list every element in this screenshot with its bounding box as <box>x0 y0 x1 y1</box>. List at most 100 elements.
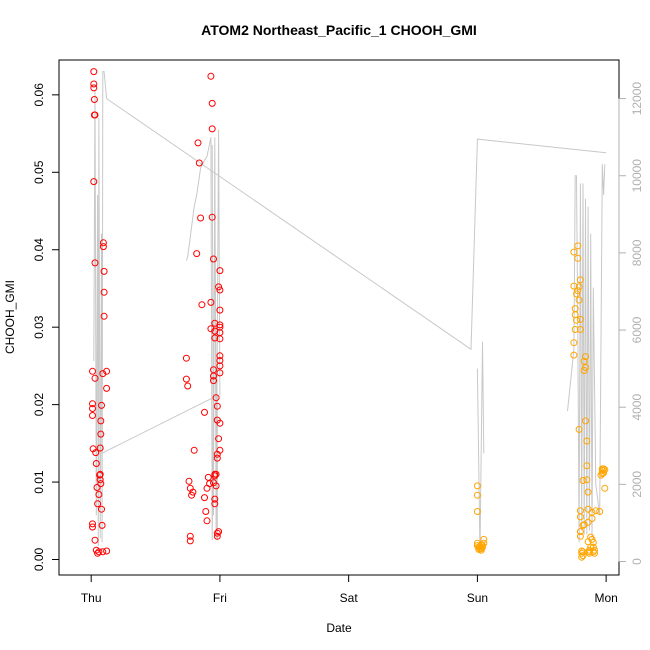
data-point <box>90 80 98 88</box>
data-point <box>89 400 96 408</box>
data-point <box>210 372 217 380</box>
data-point <box>588 508 596 516</box>
data-point <box>97 417 105 425</box>
data-point <box>574 254 582 262</box>
data-point <box>216 362 224 370</box>
y2-tick-label: 0 <box>630 558 644 565</box>
data-point <box>103 367 111 375</box>
data-point <box>473 482 481 490</box>
x-tick-label: Sun <box>467 591 488 605</box>
data-point <box>480 539 488 547</box>
y-tick-label: 0.05 <box>32 160 46 184</box>
data-point <box>103 547 111 555</box>
data-point <box>208 213 216 221</box>
x-axis: Thu Fri Sat Sun Mon <box>81 574 618 605</box>
data-point <box>210 377 217 385</box>
data-point <box>582 353 589 361</box>
data-point <box>90 84 98 92</box>
data-point <box>207 72 215 80</box>
data-point <box>211 495 219 503</box>
data-point <box>90 96 98 103</box>
y2-tick-label: 10000 <box>630 159 644 193</box>
data-point <box>90 68 98 76</box>
data-point <box>216 419 224 427</box>
data-point <box>579 521 587 529</box>
data-point <box>216 369 224 377</box>
altitude-line-segment <box>476 341 485 554</box>
data-point <box>100 312 108 320</box>
data-point <box>208 125 216 133</box>
data-point <box>579 552 587 560</box>
altitude-line-layer <box>93 71 607 554</box>
data-point <box>188 491 196 499</box>
data-point <box>211 500 219 508</box>
y-axis-label: CHOOH_GMI <box>3 280 17 354</box>
data-point <box>186 537 194 545</box>
y-tick-label: 0.04 <box>32 238 46 262</box>
y-axis: 0.00 0.01 0.02 0.03 0.04 0.05 0.06 <box>32 83 60 571</box>
data-point <box>216 352 224 360</box>
data-point <box>570 339 578 347</box>
data-point <box>99 370 107 378</box>
data-point <box>216 357 224 364</box>
data-point <box>570 351 578 359</box>
data-point <box>570 282 578 290</box>
data-point <box>194 139 202 147</box>
data-point <box>211 334 219 342</box>
y-tick-label: 0.00 <box>32 547 46 571</box>
data-point <box>190 446 198 454</box>
chart-title: ATOM2 Northeast_Pacific_1 CHOOH_GMI <box>201 22 477 38</box>
data-point <box>185 477 193 485</box>
data-point <box>571 326 579 333</box>
data-point <box>189 488 197 496</box>
data-point <box>573 316 580 324</box>
data-point <box>94 500 102 508</box>
data-point <box>213 454 221 462</box>
data-point <box>584 505 592 513</box>
y2-axis: 0 2000 4000 6000 8000 10000 12000 <box>618 82 644 565</box>
data-point <box>213 532 221 540</box>
data-point <box>576 532 584 540</box>
y2-tick-label: 6000 <box>630 316 644 343</box>
data-point <box>91 374 99 382</box>
data-point <box>215 435 223 443</box>
data-point <box>208 99 216 107</box>
data-point <box>99 548 107 556</box>
data-point <box>95 491 103 498</box>
data-point <box>182 354 190 362</box>
data-point <box>601 484 609 492</box>
data-point <box>589 548 597 556</box>
data-point <box>576 507 584 515</box>
data-point <box>216 267 224 275</box>
data-point <box>216 321 224 329</box>
data-point <box>98 521 106 529</box>
data-point <box>213 402 221 410</box>
altitude-line-segment <box>101 137 218 541</box>
data-point <box>93 484 101 491</box>
y2-tick-label: 8000 <box>630 239 644 266</box>
data-point <box>579 477 587 484</box>
data-point <box>91 111 99 119</box>
data-point <box>601 466 609 474</box>
plot-frame <box>58 59 620 576</box>
data-point <box>591 546 598 554</box>
data-point <box>576 528 584 536</box>
data-point <box>212 470 220 478</box>
altitude-line-segment <box>211 129 221 539</box>
y-tick-label: 0.02 <box>32 393 46 417</box>
data-point <box>89 405 96 412</box>
data-point <box>215 528 223 536</box>
data-point <box>216 335 224 343</box>
data-point <box>473 508 481 515</box>
data-point <box>89 412 96 419</box>
data-point <box>92 460 100 467</box>
data-point <box>100 288 108 296</box>
data-point <box>96 444 104 452</box>
data-point <box>216 446 224 454</box>
y-tick-label: 0.06 <box>32 83 46 107</box>
data-point <box>99 243 107 251</box>
data-point <box>91 536 99 544</box>
data-point <box>203 517 211 525</box>
data-point <box>584 488 592 496</box>
